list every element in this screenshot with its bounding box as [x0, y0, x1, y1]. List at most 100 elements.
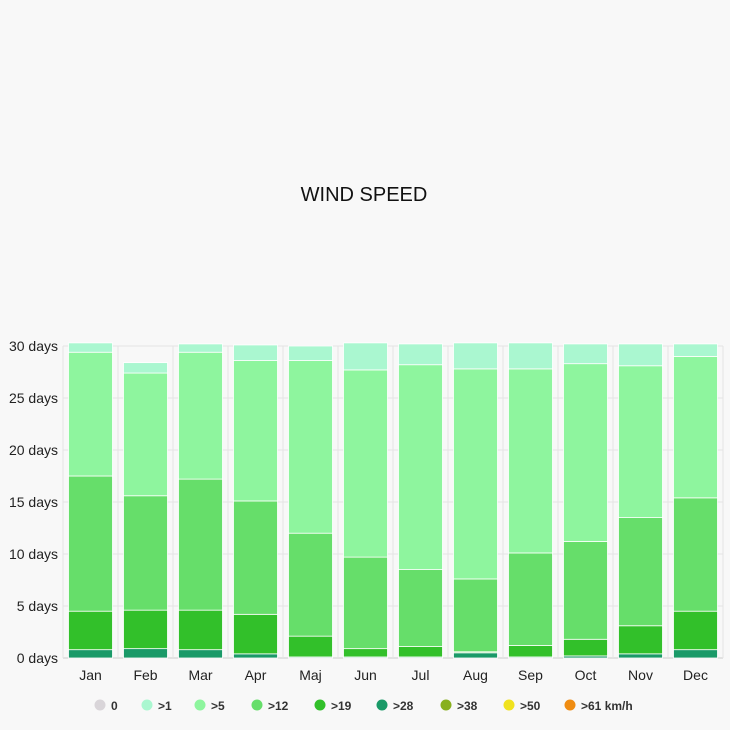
bar-segment: [508, 368, 553, 554]
bar-segment: [563, 638, 608, 657]
bar-segment: [618, 625, 663, 655]
bar-segment: [288, 345, 333, 361]
legend: 0 >1 >5 >12 >19 >28 >38 >50 >61 km/h: [94, 699, 633, 713]
bar-segment: [508, 552, 553, 646]
legend-label: >5: [211, 699, 225, 713]
bar-segment: [68, 351, 113, 477]
bar-segment: [233, 344, 278, 361]
x-tick-label: Jun: [354, 667, 377, 683]
bar-segment: [673, 355, 718, 499]
y-tick-label: 30 days: [9, 338, 58, 354]
bar-segment: [233, 653, 278, 659]
bar-segment: [618, 365, 663, 519]
grid-lines: [62, 345, 724, 659]
legend-label: 0: [111, 699, 118, 713]
y-tick-label: 20 days: [9, 442, 58, 458]
bar-segment: [618, 343, 663, 367]
bar-segment: [618, 653, 663, 659]
legend-item[interactable]: 0: [94, 699, 119, 713]
y-tick-label: 5 days: [17, 598, 58, 614]
x-axis: Jan Feb Mar Apr Maj Jun Jul Aug Sep Oct Nov Dec: [79, 667, 708, 683]
legend-item[interactable]: >1: [141, 699, 173, 713]
bar-segment: [178, 609, 223, 651]
x-tick-label: Aug: [463, 667, 488, 683]
bar-segment: [398, 646, 443, 658]
x-tick-label: Oct: [575, 667, 597, 683]
x-tick-label: Nov: [628, 667, 653, 683]
bar-segment: [233, 500, 278, 615]
x-tick-label: Feb: [133, 667, 157, 683]
y-axis: 0 days 5 days 10 days 15 days 20 days 25 days…: [9, 338, 58, 666]
bar-segment: [673, 497, 718, 612]
bar-segment: [673, 343, 718, 357]
bar-segment: [68, 342, 113, 353]
bar-segment: [618, 517, 663, 627]
bar-segment: [398, 569, 443, 647]
legend-swatch: [564, 699, 576, 711]
bar-segment: [288, 635, 333, 658]
bar-segment: [563, 363, 608, 542]
bar-segment: [343, 648, 388, 658]
bar-segment: [178, 351, 223, 480]
legend-item[interactable]: >50: [503, 699, 541, 713]
bar-segment: [178, 649, 223, 659]
legend-item[interactable]: >12: [251, 699, 289, 713]
legend-label: >19: [331, 699, 352, 713]
bar-segment: [123, 362, 168, 374]
legend-label: >38: [457, 699, 478, 713]
bar-segment: [673, 610, 718, 651]
bar-segment: [123, 495, 168, 611]
legend-item[interactable]: >19: [314, 699, 352, 713]
legend-label: >28: [393, 699, 414, 713]
bar-segment: [68, 610, 113, 651]
legend-swatch: [251, 699, 263, 711]
legend-label: >12: [268, 699, 289, 713]
bar-segment: [178, 343, 223, 353]
bar-segment: [123, 648, 168, 659]
x-tick-label: Mar: [188, 667, 212, 683]
bar-segment: [123, 609, 168, 650]
legend-swatch: [94, 699, 106, 711]
bar-segment: [563, 541, 608, 640]
legend-label: >61 km/h: [581, 699, 633, 713]
x-tick-label: Maj: [299, 667, 322, 683]
bar-segment: [673, 649, 718, 659]
legend-item[interactable]: >38: [440, 699, 478, 713]
chart-title: WIND SPEED: [301, 184, 428, 206]
x-tick-label: Sep: [518, 667, 543, 683]
bars: [68, 342, 718, 659]
x-tick-label: Apr: [245, 667, 267, 683]
bar-segment: [233, 613, 278, 655]
legend-swatch: [194, 699, 206, 711]
legend-item[interactable]: >5: [194, 699, 226, 713]
y-tick-label: 15 days: [9, 494, 58, 510]
bar-segment: [453, 368, 498, 580]
y-tick-label: 25 days: [9, 390, 58, 406]
x-tick-label: Dec: [683, 667, 708, 683]
bar-segment: [123, 372, 168, 497]
bar-segment: [453, 652, 498, 659]
legend-swatch: [503, 699, 515, 711]
bar-segment: [343, 369, 388, 558]
bar-segment: [178, 478, 223, 611]
bar-segment: [68, 475, 113, 612]
legend-item[interactable]: >28: [376, 699, 414, 713]
bar-segment: [453, 342, 498, 370]
legend-swatch: [314, 699, 326, 711]
x-tick-label: Jan: [79, 667, 102, 683]
x-tick-label: Jul: [412, 667, 430, 683]
bar-segment: [68, 649, 113, 659]
bar-segment: [233, 360, 278, 502]
legend-swatch: [440, 699, 452, 711]
bar-segment: [288, 532, 333, 637]
bar-segment: [508, 342, 553, 370]
legend-item[interactable]: >61 km/h: [564, 699, 633, 713]
legend-swatch: [141, 699, 153, 711]
bar-segment: [343, 556, 388, 650]
legend-label: >1: [158, 699, 172, 713]
legend-swatch: [376, 699, 388, 711]
bar-segment: [563, 343, 608, 365]
legend-label: >50: [520, 699, 541, 713]
y-tick-label: 0 days: [17, 650, 58, 666]
